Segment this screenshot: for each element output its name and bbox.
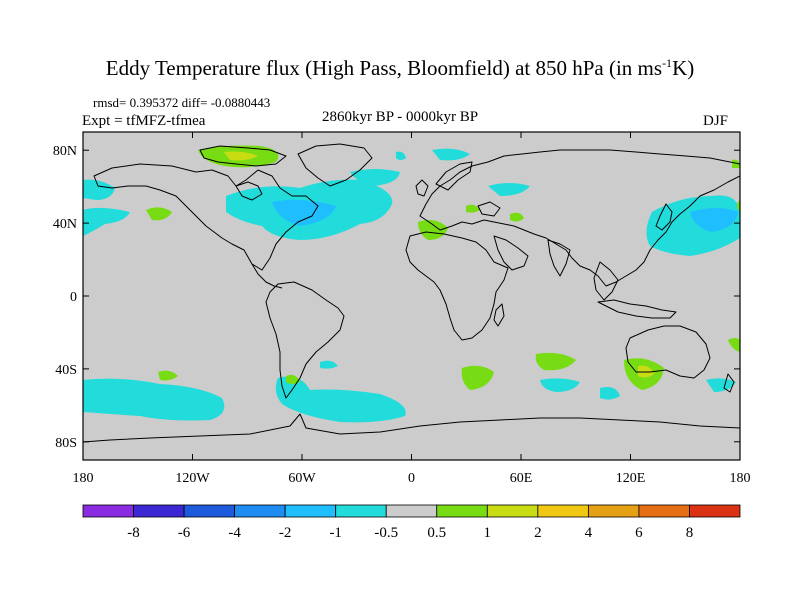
colorbar-swatch	[436, 504, 488, 518]
anomaly-region	[350, 169, 400, 186]
coastline-arabia	[493, 235, 529, 271]
colorbar-label: 0.5	[427, 525, 446, 541]
lat-tick-label: 0	[70, 290, 77, 305]
colorbar-swatch	[234, 504, 286, 518]
colorbar-swatch	[486, 504, 539, 518]
coastline-europe-asia	[419, 149, 740, 287]
colorbar-label: -2	[279, 525, 292, 541]
coastline-south-america	[265, 281, 345, 399]
lat-tick-label: 40N	[53, 217, 77, 232]
anomaly-region	[432, 148, 470, 161]
coastline-arctic-islands	[199, 145, 287, 167]
lat-tick-label: 80N	[53, 144, 77, 159]
anomaly-region	[690, 208, 738, 232]
anomaly-region	[728, 338, 740, 352]
lon-tick-label: 180	[730, 471, 751, 486]
coastline-new-zealand	[723, 373, 735, 393]
plot-title: Eddy Temperature flux (High Pass, Bloomf…	[105, 56, 695, 80]
anomaly-region	[535, 352, 576, 371]
anomaly-region	[83, 179, 115, 200]
coastline-central-america	[251, 263, 283, 289]
anomaly-region	[83, 207, 130, 236]
anomaly-region	[488, 183, 530, 196]
lon-tick-label: 60W	[288, 471, 316, 486]
anomaly-region	[732, 159, 740, 168]
lat-tick-label: 40S	[55, 363, 77, 378]
anomaly-region	[396, 151, 406, 160]
experiment-label: Expt = tfMFZ-tfmea	[82, 113, 206, 129]
period-label: 2860kyr BP - 0000kyr BP	[321, 109, 479, 125]
coastline-antarctica	[83, 413, 740, 443]
colorbar-swatch	[335, 504, 387, 518]
coastline-madagascar	[493, 303, 505, 327]
colorbar-label: 2	[534, 525, 542, 541]
colorbar-label: 4	[585, 525, 593, 541]
lon-tick-label: 120W	[175, 471, 210, 486]
anomaly-region	[706, 378, 736, 392]
anomaly-region	[275, 376, 406, 423]
colorbar-label: 1	[484, 525, 492, 541]
colorbar-label: -0.5	[374, 525, 398, 541]
colorbar-swatch	[587, 504, 640, 518]
coastline-southeast-asia	[593, 261, 619, 301]
anomaly-field	[83, 145, 740, 423]
lon-tick-label: 60E	[510, 471, 533, 486]
anomaly-region	[461, 365, 494, 390]
anomaly-region	[600, 387, 620, 400]
lon-tick-label: 180	[73, 471, 94, 486]
coastline-india	[547, 239, 571, 277]
coastline-japan	[655, 203, 673, 231]
colorbar-label: -6	[178, 525, 191, 541]
coastline-uk	[415, 179, 429, 197]
colorbar-label: 8	[686, 525, 694, 541]
anomaly-region	[83, 378, 225, 421]
coastlines	[83, 143, 740, 443]
anomaly-region	[146, 207, 172, 221]
coastline-greenland	[297, 143, 373, 187]
anomaly-region	[466, 204, 480, 213]
coastline-africa	[405, 231, 509, 341]
colorbar-label: 6	[635, 525, 643, 541]
lat-tick-label: 80S	[55, 436, 77, 451]
anomaly-region	[510, 212, 524, 222]
anomaly-region	[320, 360, 338, 369]
anomaly-region	[418, 220, 448, 240]
anomaly-region	[158, 370, 178, 381]
stats-line: rmsd= 0.395372 diff= -0.0880443	[93, 95, 271, 110]
anomaly-region	[736, 200, 740, 210]
coastline-black-caspian	[477, 201, 501, 217]
colorbar-swatch	[537, 504, 589, 518]
colorbar-swatch	[284, 504, 337, 518]
anomaly-region	[286, 374, 300, 384]
colorbar-swatch	[82, 504, 134, 518]
anomaly-region	[540, 378, 580, 392]
colorbar-label: -4	[228, 525, 241, 541]
colorbar-label: -1	[329, 525, 342, 541]
colorbar: -8 -6 -4 -2 -1 -0.5 0.5 1 2 4 6 8	[82, 504, 741, 541]
map-axes: 80N 40N 0 40S 80S 180 120W 60W 0 60E 120E 180	[53, 132, 751, 486]
colorbar-label: -8	[127, 525, 140, 541]
colorbar-swatch	[385, 504, 438, 518]
colorbar-swatch	[689, 504, 741, 518]
coastline-australia	[625, 325, 711, 379]
coastline-scandinavia	[435, 161, 473, 191]
lon-tick-label: 0	[408, 471, 415, 486]
anomaly-region	[272, 199, 336, 226]
lon-tick-label: 120E	[616, 471, 646, 486]
colorbar-swatch	[183, 504, 236, 518]
colorbar-swatch	[133, 504, 185, 518]
coastline-indonesia	[597, 299, 677, 319]
anomaly-region	[224, 151, 258, 161]
coastline-hudson-bay	[235, 181, 263, 201]
coastline-north-america	[93, 163, 319, 271]
season-label: DJF	[703, 113, 729, 129]
colorbar-swatch	[638, 504, 690, 518]
